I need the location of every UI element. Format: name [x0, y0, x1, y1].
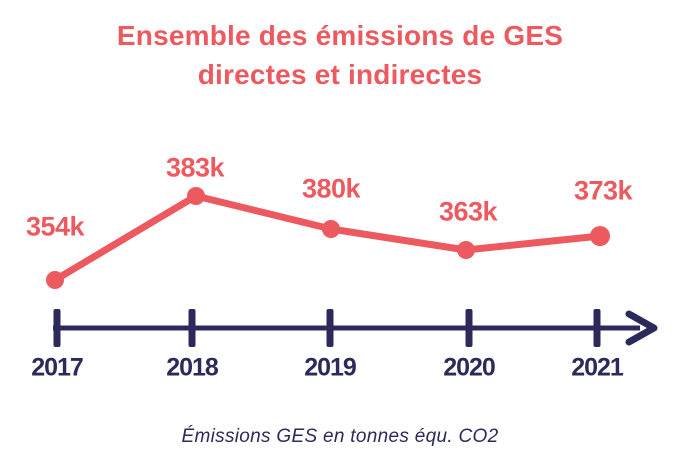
axis-tick-label-2021: 2021: [571, 353, 624, 382]
emissions-series-line: [51, 192, 604, 284]
data-point-2021: [590, 226, 610, 246]
point-label-2020: 363k: [438, 196, 498, 227]
data-point-2020: [457, 241, 475, 259]
axis-tick-label-2018: 2018: [166, 353, 219, 382]
axis-tick-2020: [465, 309, 473, 347]
axis-tick-2019: [326, 309, 334, 347]
chart-title-line2: directes et indirectes: [197, 59, 483, 90]
data-point-2017: [46, 271, 64, 289]
point-label-2019: 380k: [301, 173, 361, 204]
axis-arrow-icon: [625, 310, 658, 346]
point-label-2018: 383k: [165, 152, 225, 183]
axis-tick-2021: [593, 309, 601, 347]
chart-title-line1: Ensemble des émissions de GES: [116, 20, 564, 51]
axis-tick-2018: [188, 309, 196, 347]
axis-tick-2017: [53, 309, 61, 347]
point-label-2021: 373k: [573, 175, 633, 206]
point-label-2017: 354k: [25, 211, 85, 242]
chart-caption: Émissions GES en tonnes équ. CO2: [181, 426, 499, 447]
data-point-2019: [322, 220, 340, 238]
chart-title: Ensemble des émissions de GES directes e…: [0, 16, 680, 94]
data-point-2018: [187, 187, 205, 205]
axis-tick-label-2017: 2017: [31, 353, 84, 382]
axis-tick-label-2019: 2019: [304, 353, 357, 382]
axis-tick-label-2020: 2020: [443, 353, 496, 382]
